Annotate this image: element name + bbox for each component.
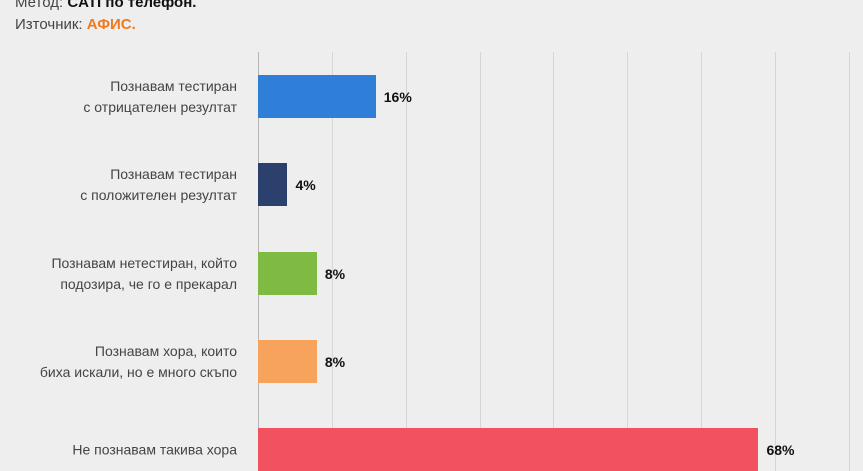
category-label: Познавам нетестиран, който подозира, че … [51,254,237,292]
data-label: 8% [324,265,346,282]
data-label: 8% [324,353,346,370]
data-label: 68% [766,441,795,458]
gridline [849,52,850,471]
source-value: АФИС. [86,16,136,33]
gridline [406,52,407,471]
source-line: Източник: АФИС. [15,16,136,34]
bar-row: Познавам хора, които биха искали, но е м… [0,340,863,383]
gridline [480,52,481,471]
bar [258,252,317,295]
gridline [627,52,628,471]
method-line: Метод: CATI по телефон. [15,0,196,12]
bar [258,340,317,383]
category-label: Познавам тестиран с отрицателен резултат [83,77,237,115]
bar-row: Познавам тестиран с отрицателен резултат… [0,75,863,118]
method-value: CATI по телефон. [67,0,197,11]
gridline [775,52,776,471]
category-label: Не познавам такива хора [72,441,237,457]
gridline [332,52,333,471]
category-label: Познавам тестиран с положителен резултат [80,165,237,203]
bar-row: Познавам тестиран с положителен резултат… [0,163,863,206]
bar [258,163,288,206]
gridline [701,52,702,471]
category-label: Познавам хора, които биха искали, но е м… [39,342,237,380]
bar-row: Познавам нетестиран, който подозира, че … [0,252,863,295]
data-label: 16% [383,88,412,105]
source-label: Източник: [15,16,83,33]
bar [258,75,376,118]
bar-row: Не познавам такива хора 68% [0,428,863,471]
method-label: Метод: [15,0,64,11]
bar [258,428,759,471]
gridline [553,52,554,471]
data-label: 4% [295,176,316,193]
